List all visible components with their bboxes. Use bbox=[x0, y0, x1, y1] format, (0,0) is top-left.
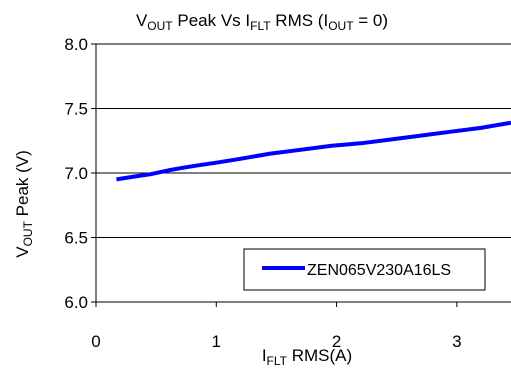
axes bbox=[91, 43, 511, 307]
x-tick-label: 0 bbox=[91, 332, 100, 351]
y-tick-label: 7.5 bbox=[64, 100, 88, 119]
y-tick-label: 6.5 bbox=[64, 229, 88, 248]
series-line bbox=[116, 120, 511, 182]
y-tick-label: 8.0 bbox=[64, 35, 88, 54]
legend-label: ZEN065V230A16LS bbox=[307, 262, 451, 279]
x-tick-labels: 0 1 2 3 bbox=[91, 332, 461, 351]
y-tick-label: 7.0 bbox=[64, 164, 88, 183]
x-tick-label: 1 bbox=[212, 332, 221, 351]
gridlines bbox=[96, 43, 511, 238]
y-axis-label: VOUT Peak (V) bbox=[13, 150, 35, 258]
chart-title: VOUT Peak Vs IFLT RMS (IOUT = 0) bbox=[136, 11, 388, 33]
legend: ZEN065V230A16LS bbox=[243, 248, 486, 291]
y-tick-labels: 6.0 6.5 7.0 7.5 8.0 bbox=[64, 35, 88, 312]
x-tick-label: 2 bbox=[332, 332, 341, 351]
x-axis-label: IFLT RMS(A) bbox=[262, 346, 352, 368]
y-tick-label: 6.0 bbox=[64, 293, 88, 312]
series-lines bbox=[116, 120, 511, 182]
x-tick-label: 3 bbox=[452, 332, 461, 351]
